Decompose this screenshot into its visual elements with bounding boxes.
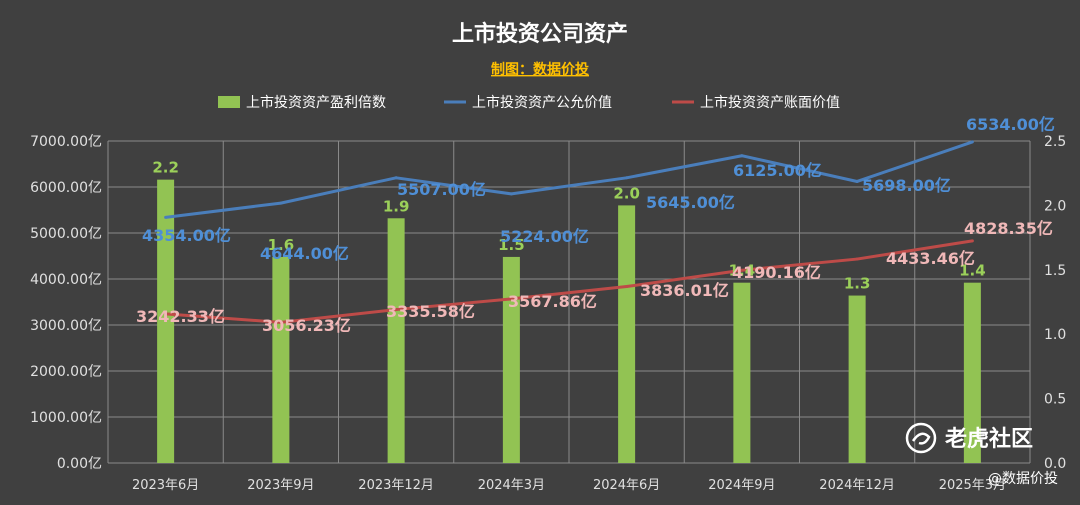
legend-entry: 上市投资资产账面价值 [700,94,840,111]
book-value-point [625,285,629,289]
y-left-tick-label: 4000.00亿 [30,272,102,288]
bar-data-label: 1.3 [844,275,871,293]
chart-title: 上市投资公司资产 [452,21,628,47]
fair-value-data-label: 5507.00亿 [397,180,486,199]
watermark: 老虎社区 @数据价投 [905,422,1058,487]
y-left-tick-label: 5000.00亿 [30,226,102,242]
bar-data-label: 1.6 [268,236,295,254]
bar [848,295,866,463]
fair-value-point [740,154,744,158]
tiger-community-logo-icon [905,422,937,454]
book-value-point [164,312,168,316]
y-left-tick-label: 3000.00亿 [30,318,102,334]
book-value-data-label: 3056.23亿 [262,316,351,335]
fair-value-data-label: 6534.00亿 [966,115,1055,134]
fair-value-data-label: 4644.00亿 [260,244,349,263]
legend: 上市投资资产盈利倍数 上市投资资产公允价值 上市投资资产账面价值 [218,94,840,111]
x-tick-label: 2023年12月 [358,478,434,493]
bar [502,256,520,463]
x-tick-label: 2023年9月 [247,478,314,493]
y-left-tick-label: 7000.00亿 [30,134,102,150]
bar-data-label: 1.4 [959,262,986,280]
fair-value-point [164,215,168,219]
bar-data-label: 1.9 [383,197,410,215]
line-series [164,140,974,324]
legend-swatch-bar [218,96,240,108]
fair-value-point [855,179,859,183]
fair-value-data-label: 6125.00亿 [733,161,822,180]
bar [387,218,405,463]
y-right-tick-label: 0.0 [1044,456,1066,472]
fair-value-point [970,140,974,144]
bar [963,282,981,463]
watermark-sub: @数据价投 [988,471,1058,487]
fair-value-data-label: 5698.00亿 [862,176,951,195]
y-right-tick-label: 2.5 [1044,134,1066,150]
book-value-data-label: 4828.35亿 [964,219,1053,238]
x-tick-label: 2024年12月 [819,478,895,493]
book-value-data-label: 3836.01亿 [640,281,729,300]
bar-series [157,179,981,463]
legend-entry: 上市投资资产盈利倍数 [246,94,386,111]
y-left-tick-label: 1000.00亿 [30,410,102,426]
x-tick-label: 2023年6月 [132,478,199,493]
fair-value-data-label: 5224.00亿 [500,227,589,246]
y-right-tick-label: 2.0 [1044,198,1066,214]
book-value-data-label: 3242.33亿 [136,307,225,326]
axes: 0.00亿 1000.00亿 2000.00亿 3000.00亿 4000.00亿 500… [30,134,1066,493]
y-left-tick-label: 0.00亿 [57,456,102,472]
chart-subtitle: 制图：数据价投 [491,61,589,78]
book-value-point [970,239,974,243]
bar [272,256,290,463]
bar [618,205,636,463]
bar-data-label: 2.2 [152,159,179,177]
fair-value-point [509,192,513,196]
x-tick-label: 2025年3月 [939,478,1006,493]
y-left-tick-label: 6000.00亿 [30,180,102,196]
book-value-point [279,320,283,324]
y-right-tick-label: 0.5 [1044,392,1066,408]
x-tick-label: 2024年3月 [478,478,545,493]
fair-value-point [279,201,283,205]
watermark-main: 老虎社区 [944,426,1033,452]
fair-value-data-label: 4354.00亿 [142,226,231,245]
y-right-tick-label: 1.0 [1044,327,1066,343]
bar-data-label: 2.0 [613,184,640,202]
x-tick-label: 2024年9月 [708,478,775,493]
bar-data-label: 1.4 [729,262,756,280]
bar [157,179,175,463]
book-value-point [509,297,513,301]
y-left-tick-label: 2000.00亿 [30,364,102,380]
legend-entry: 上市投资资产公允价值 [472,94,612,111]
fair-value-point [625,176,629,180]
book-value-data-label: 3567.86亿 [508,292,597,311]
fair-value-line [165,140,973,219]
book-value-point [740,268,744,272]
book-value-data-label: 4190.16亿 [732,263,821,282]
book-value-data-label: 4433.46亿 [886,249,975,268]
book-value-point [855,257,859,261]
fair-value-data-label: 5645.00亿 [646,193,735,212]
bar [733,282,751,463]
x-tick-label: 2024年6月 [593,478,660,493]
book-value-line [165,239,973,324]
gridlines [107,140,1031,464]
fair-value-point [394,176,398,180]
y-right-tick-label: 1.5 [1044,263,1066,279]
bar-data-label: 1.5 [498,236,525,254]
book-value-point [394,308,398,312]
tiger-community-logo-mark [911,432,931,445]
data-labels: 2.2 1.6 1.9 1.5 2.0 1.4 1.3 1.4 4354.00亿 4644.00亿… [136,115,1055,335]
book-value-data-label: 3335.58亿 [386,302,475,321]
